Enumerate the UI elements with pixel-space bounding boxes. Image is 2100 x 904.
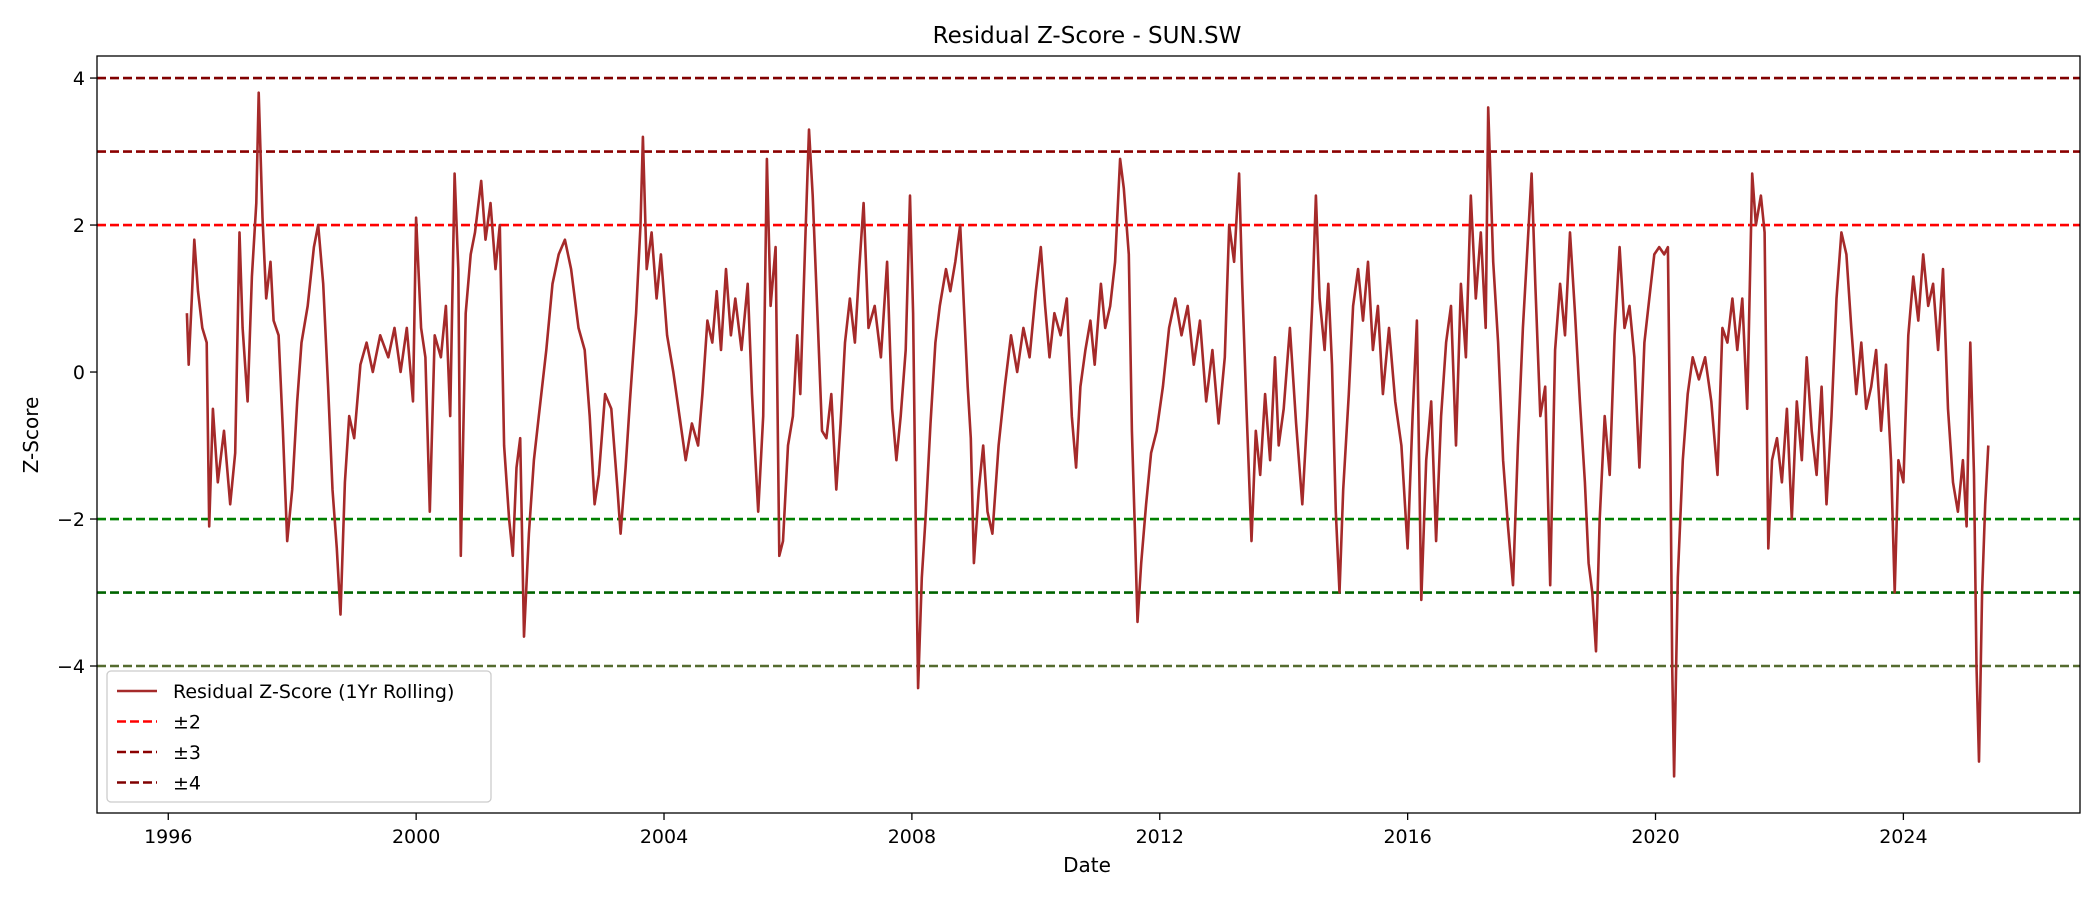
legend: Residual Z-Score (1Yr Rolling) ±2 ±3 ±4	[106, 670, 492, 803]
x-axis-label: Date	[1063, 853, 1111, 877]
legend-label: ±3	[173, 742, 201, 764]
y-tick-label: −2	[57, 509, 85, 531]
y-tick-label: 2	[73, 215, 85, 237]
x-axis: 1996 2000 2004 2008 2012 2016 2020 2024	[144, 813, 1928, 848]
x-tick-label: 2020	[1631, 826, 1679, 848]
reference-lines-group	[97, 76, 2080, 668]
plot-border	[96, 55, 2081, 814]
x-tick-label: 2008	[888, 826, 936, 848]
y-tick-label: 4	[73, 68, 85, 90]
y-tick-label: 0	[73, 362, 85, 384]
x-tick-label: 2012	[1136, 826, 1184, 848]
legend-box	[106, 670, 492, 803]
x-tick-label: 2004	[640, 826, 688, 848]
series-line	[185, 91, 1990, 778]
y-axis-label: Z-Score	[19, 397, 43, 474]
x-tick-label: 2000	[392, 826, 440, 848]
y-axis: −4 −2 0 2 4	[57, 68, 97, 678]
x-tick-label: 1996	[144, 826, 192, 848]
series-group	[185, 91, 1990, 778]
legend-label: Residual Z-Score (1Yr Rolling)	[173, 681, 454, 703]
x-tick-label: 2016	[1383, 826, 1431, 848]
y-tick-label: −4	[57, 656, 85, 678]
x-tick-label: 2024	[1879, 826, 1927, 848]
chart-title: Residual Z-Score - SUN.SW	[933, 23, 1242, 49]
legend-label: ±2	[173, 712, 201, 734]
legend-label: ±4	[173, 773, 201, 795]
